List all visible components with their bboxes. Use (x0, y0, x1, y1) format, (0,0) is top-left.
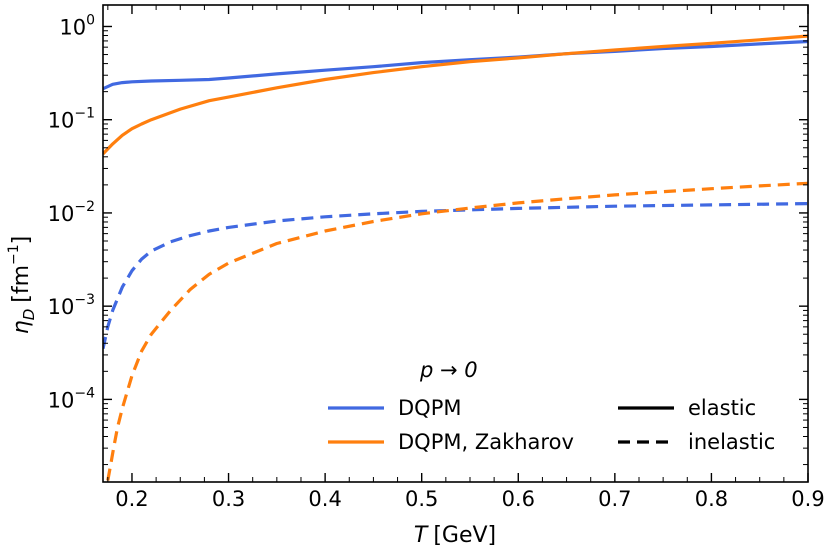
series-dqpm-elastic (103, 39, 808, 91)
x-tick-label-7: 0.9 (791, 487, 824, 511)
x-tick-label-5: 0.7 (598, 487, 631, 511)
y-tick-label-2: 10−2 (48, 199, 95, 226)
y-tick-label-1: 10−3 (48, 292, 95, 319)
legend-label-dqpm-zakharov: DQPM, Zakharov (398, 430, 574, 454)
y-tick-label-0: 10−4 (48, 385, 95, 412)
y-axis-label: ηD[fm−1] (6, 236, 38, 335)
y-tick-label-4: 100 (59, 12, 95, 39)
x-tick-label-0: 0.2 (115, 487, 148, 511)
legend-label-inelastic: inelastic (688, 430, 775, 454)
x-tick-label-3: 0.5 (405, 487, 438, 511)
x-tick-label-1: 0.3 (212, 487, 245, 511)
series-dqpm-inelastic (103, 202, 808, 350)
ticks-layer: 0.2 0.3 0.4 0.5 0.6 0.7 0.8 0.9 10−4 10−3 10−2 10−1… (48, 5, 825, 511)
x-tick-label-2: 0.4 (308, 487, 341, 511)
legend-label-dqpm: DQPM (398, 396, 461, 420)
legend-label-elastic: elastic (688, 396, 756, 420)
annotation-p-to-0: p → 0 (419, 358, 478, 382)
x-axis-label: T [GeV] (414, 523, 496, 548)
x-tick-label-6: 0.8 (695, 487, 728, 511)
series-dqpm-zakharov-elastic (103, 34, 808, 156)
plot-frame (102, 4, 809, 483)
series-dqpm-zakharov-inelastic (106, 181, 808, 481)
x-tick-label-4: 0.6 (502, 487, 535, 511)
legend: DQPM DQPM, Zakharov elastic inelastic (328, 396, 775, 454)
y-tick-label-3: 10−1 (48, 106, 95, 133)
series-layer (103, 34, 808, 481)
